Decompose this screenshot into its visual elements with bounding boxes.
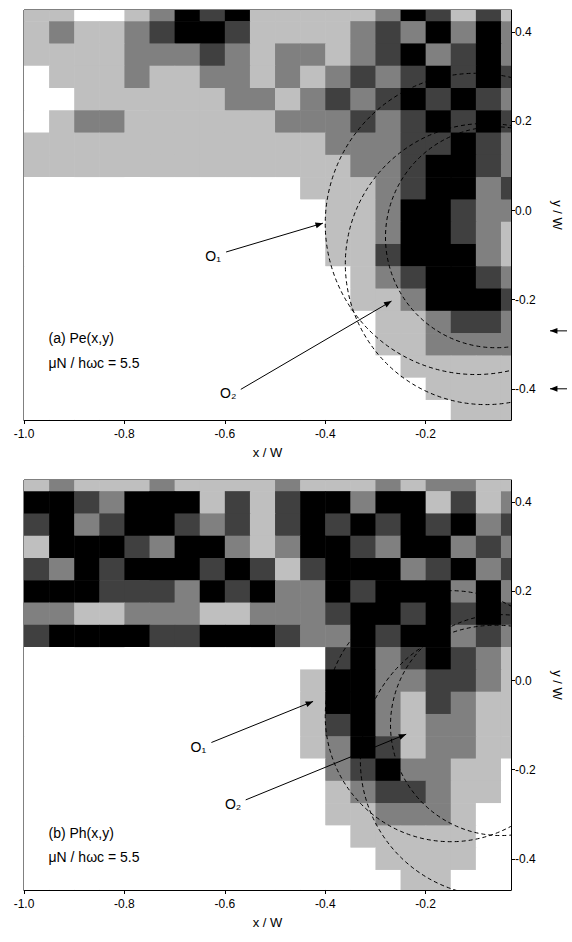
svg-text:O₁: O₁ xyxy=(191,739,207,755)
svg-text:-0.8: -0.8 xyxy=(114,427,135,441)
svg-text:-0.4: -0.4 xyxy=(315,427,336,441)
svg-text:0.0: 0.0 xyxy=(515,204,532,218)
svg-text:-0.4: -0.4 xyxy=(315,897,336,911)
svg-text:-0.4: -0.4 xyxy=(515,852,536,866)
svg-text:O₂: O₂ xyxy=(220,385,236,401)
svg-text:x / W: x / W xyxy=(253,445,283,460)
svg-text:0.4: 0.4 xyxy=(515,495,532,509)
svg-text:y / W: y / W xyxy=(550,200,565,230)
svg-text:-0.6: -0.6 xyxy=(214,897,235,911)
svg-text:-0.8: -0.8 xyxy=(114,897,135,911)
svg-text:0.0: 0.0 xyxy=(515,674,532,688)
svg-text:-0.4: -0.4 xyxy=(515,382,536,396)
svg-text:-0.2: -0.2 xyxy=(515,763,536,777)
svg-text:0.2: 0.2 xyxy=(515,584,532,598)
svg-text:-0.2: -0.2 xyxy=(515,293,536,307)
svg-text:(a) Pe(x,y): (a) Pe(x,y) xyxy=(49,330,114,346)
svg-text:-1.0: -1.0 xyxy=(14,897,35,911)
svg-text:x / W: x / W xyxy=(253,915,283,930)
svg-text:-1.0: -1.0 xyxy=(14,427,35,441)
svg-text:-0.2: -0.2 xyxy=(415,427,436,441)
svg-text:0.2: 0.2 xyxy=(515,114,532,128)
svg-text:O₂: O₂ xyxy=(225,796,241,812)
svg-text:μN / hωc = 5.5: μN / hωc = 5.5 xyxy=(49,355,140,371)
svg-text:μN / hωc = 5.5: μN / hωc = 5.5 xyxy=(49,849,140,865)
svg-text:-0.6: -0.6 xyxy=(214,427,235,441)
svg-text:-0.2: -0.2 xyxy=(415,897,436,911)
svg-text:(b) Ph(x,y): (b) Ph(x,y) xyxy=(49,825,114,841)
svg-text:0.4: 0.4 xyxy=(515,25,532,39)
svg-text:O₁: O₁ xyxy=(205,248,221,264)
svg-text:y / W: y / W xyxy=(550,670,565,700)
